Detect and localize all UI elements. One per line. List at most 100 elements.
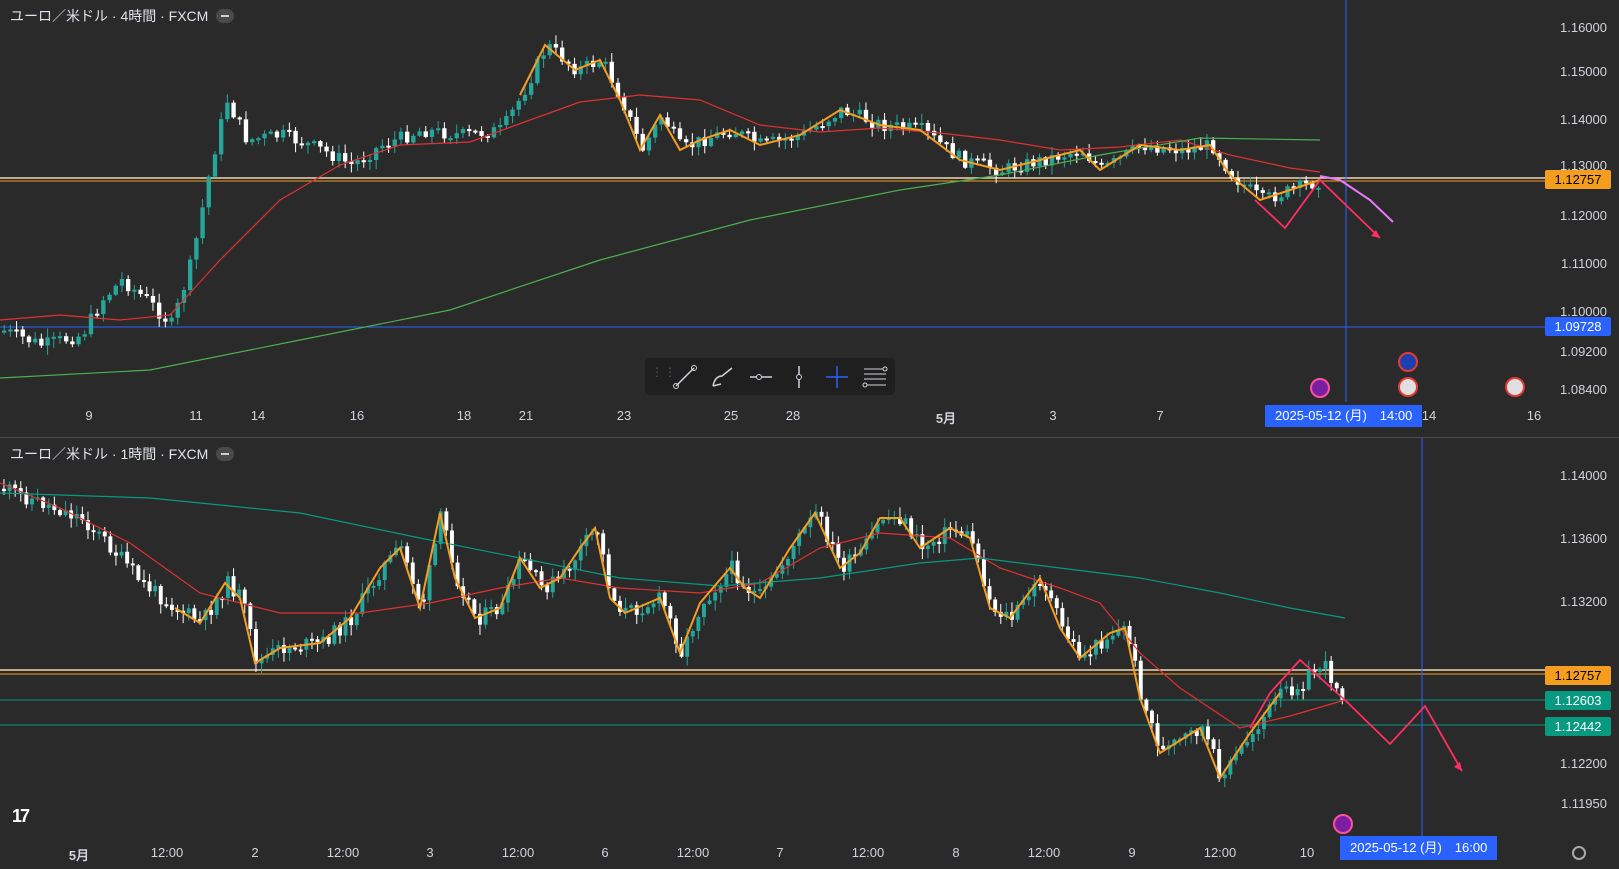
us-flag-event-icon[interactable] (1505, 377, 1525, 397)
brush-icon[interactable] (705, 362, 741, 392)
price-label-crosshair[interactable]: 1.09728 (1545, 317, 1611, 336)
lightning-event-icon[interactable] (1310, 378, 1330, 398)
candle (603, 61, 608, 64)
time-tick: 21 (518, 408, 534, 423)
chart-canvas-1h[interactable] (0, 438, 1619, 869)
candle (802, 527, 807, 534)
candle (735, 560, 740, 584)
fib-retracement-icon[interactable] (857, 362, 893, 392)
candle (498, 125, 503, 128)
candle (560, 47, 565, 62)
candle (326, 636, 331, 644)
candle (898, 517, 902, 524)
candle (186, 608, 191, 614)
candle (606, 554, 611, 589)
candle (926, 545, 930, 550)
candle (511, 579, 516, 586)
us-flag-event-icon[interactable] (1398, 377, 1418, 397)
crosshair-icon[interactable] (819, 362, 855, 392)
symbol-title-1h[interactable]: ユーロ／米ドル · 1時間 · FXCM (10, 444, 235, 464)
time-tick: 12:00 (851, 845, 885, 860)
candle (708, 138, 714, 147)
settings-gear-icon[interactable] (1572, 846, 1586, 860)
candle (58, 510, 62, 516)
price-label-hline-orange[interactable]: 1.12757 (1545, 666, 1611, 685)
collapse-icon[interactable] (216, 9, 235, 23)
candle (136, 565, 141, 581)
candle (819, 511, 824, 517)
price-label-hline-teal[interactable]: 1.12442 (1545, 717, 1611, 736)
candle (1049, 590, 1054, 599)
candle (696, 137, 701, 148)
drawing-toolbar[interactable]: ⋮⋮ (645, 358, 895, 395)
candle (336, 153, 342, 161)
candle (305, 142, 311, 146)
drag-handle-icon[interactable]: ⋮⋮ (651, 364, 677, 379)
candle (839, 107, 844, 119)
candle (367, 159, 373, 162)
horizontal-ray-icon[interactable] (743, 362, 779, 392)
candle (612, 588, 617, 601)
candle (467, 129, 472, 132)
candle (287, 647, 292, 654)
candle (791, 545, 796, 559)
candle (702, 603, 706, 618)
candle (214, 598, 219, 615)
candle (237, 117, 242, 120)
candle (1260, 190, 1265, 193)
candle (153, 586, 158, 592)
candle (102, 531, 107, 537)
price-tick: 1.11950 (1560, 796, 1607, 811)
candle (534, 570, 538, 573)
tradingview-logo[interactable]: 17 (12, 806, 30, 826)
time-tick: 25 (723, 408, 739, 423)
candle (274, 131, 280, 138)
candle (1245, 741, 1250, 746)
time-tick-month: 5月 (935, 411, 957, 426)
candle (1080, 153, 1086, 156)
candle (903, 518, 908, 524)
candle (1056, 154, 1061, 160)
candle (628, 110, 633, 117)
candle (1066, 626, 1070, 640)
candle (1284, 686, 1289, 689)
candle (287, 129, 292, 132)
trend-line-icon[interactable] (667, 362, 703, 392)
candle (8, 329, 13, 332)
chart-canvas-4h[interactable] (0, 0, 1619, 432)
symbol-title-4h[interactable]: ユーロ／米ドル · 4時間 · FXCM (10, 6, 235, 26)
candle (970, 531, 975, 544)
candle (1329, 660, 1334, 683)
collapse-icon[interactable] (216, 447, 235, 461)
price-label-hline-teal[interactable]: 1.12603 (1545, 691, 1611, 710)
candle (567, 568, 572, 571)
candle (113, 285, 118, 295)
candle (175, 610, 180, 613)
projection-line (1254, 178, 1381, 239)
candle (1037, 157, 1042, 167)
candle (1149, 146, 1154, 151)
candle (1206, 726, 1210, 740)
vertical-line-icon[interactable] (781, 362, 817, 392)
candle (937, 541, 942, 545)
chart-pane-1h[interactable]: ユーロ／米ドル · 1時間 · FXCM 1.14000 1.13600 1.1… (0, 437, 1619, 869)
candle (1015, 604, 1020, 620)
candle (82, 334, 87, 337)
candle (1043, 157, 1048, 166)
candle (1049, 154, 1055, 166)
candle (169, 317, 174, 322)
candle (1004, 611, 1009, 617)
candle (1105, 162, 1110, 165)
candle (733, 134, 738, 138)
candle (1133, 644, 1138, 661)
price-label-hline-orange[interactable]: 1.12757 (1545, 170, 1611, 189)
candle (1038, 584, 1042, 587)
candle (427, 565, 432, 601)
candle (132, 289, 137, 292)
lightning-event-icon[interactable] (1333, 814, 1353, 834)
candle (39, 338, 44, 346)
candle (1192, 146, 1197, 153)
candle (298, 649, 303, 652)
eu-flag-event-icon[interactable] (1398, 352, 1418, 372)
candle (1297, 180, 1303, 189)
